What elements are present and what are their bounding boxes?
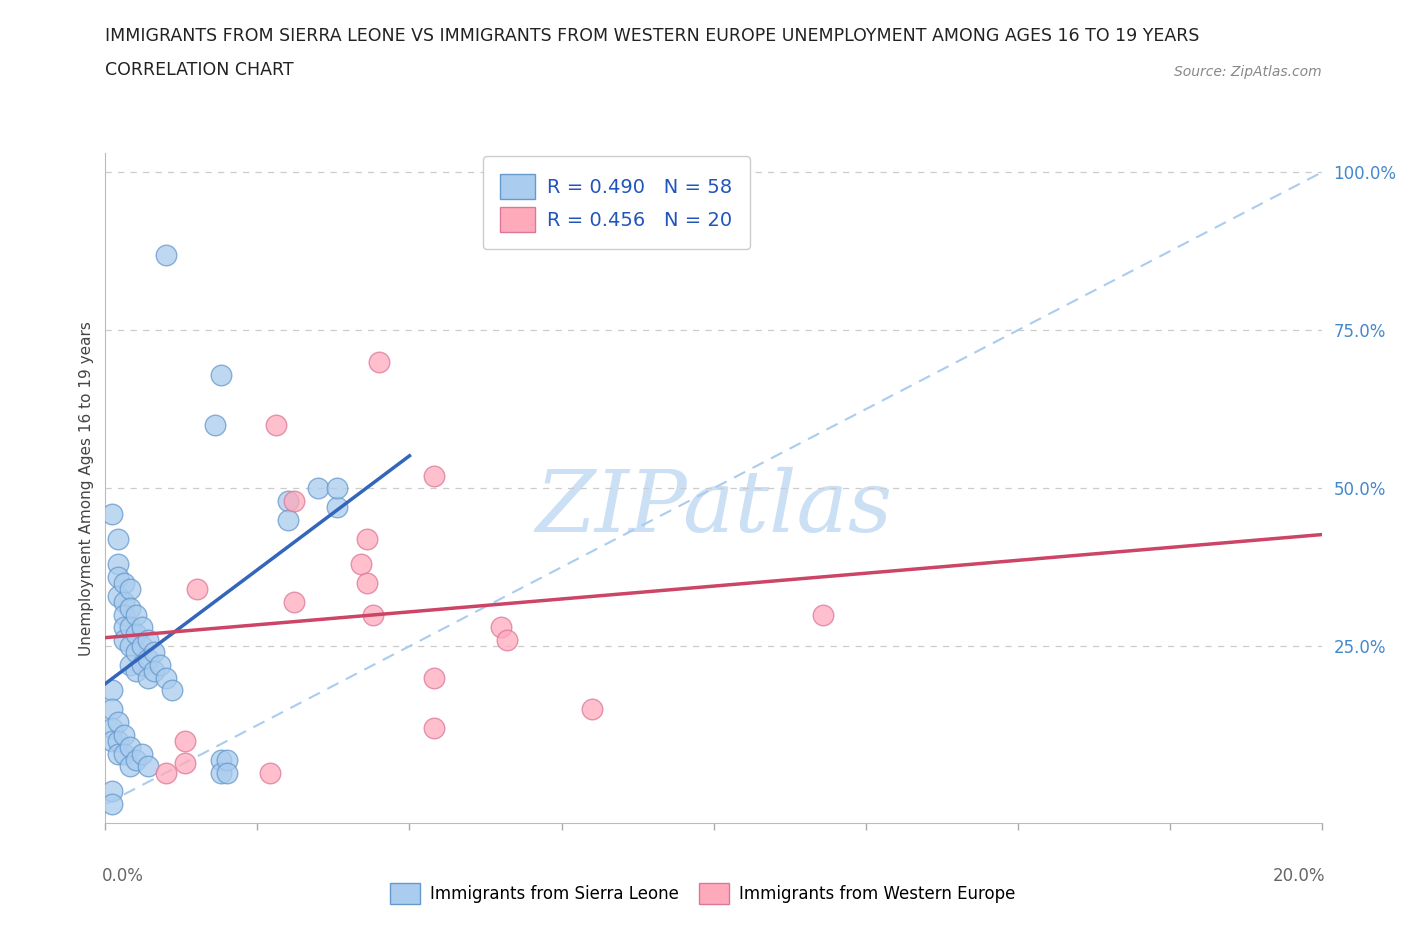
Point [581,702,603,717]
Point [361,607,384,622]
Point [136,759,159,774]
Point [112,607,135,622]
Point [423,721,446,736]
Point [125,664,148,679]
Point [186,582,208,597]
Point [173,734,195,749]
Point [107,746,129,761]
Point [112,746,135,761]
Text: 20.0%: 20.0% [1272,867,1326,884]
Point [112,594,135,609]
Point [112,632,135,647]
Legend: R = 0.490   N = 58, R = 0.456   N = 20: R = 0.490 N = 58, R = 0.456 N = 20 [482,156,749,249]
Point [118,582,141,597]
Point [143,645,166,660]
Point [264,418,287,432]
Point [423,671,446,685]
Point [283,594,305,609]
Point [112,619,135,634]
Point [112,727,135,742]
Point [107,569,129,584]
Point [107,734,129,749]
Point [131,639,153,654]
Point [100,702,122,717]
Point [100,721,122,736]
Point [131,658,153,672]
Point [173,755,195,770]
Point [100,506,122,521]
Point [325,499,347,514]
Point [118,759,141,774]
Point [277,494,299,509]
Point [356,576,378,591]
Point [283,494,305,509]
Point [811,607,834,622]
Point [125,645,148,660]
Point [259,765,281,780]
Point [209,765,232,780]
Point [118,739,141,754]
Point [107,531,129,546]
Point [136,632,159,647]
Point [125,752,148,767]
Point [209,367,232,382]
Point [100,683,122,698]
Point [136,671,159,685]
Point [162,683,184,698]
Point [143,664,166,679]
Point [107,588,129,603]
Legend: Immigrants from Sierra Leone, Immigrants from Western Europe: Immigrants from Sierra Leone, Immigrants… [382,874,1024,912]
Point [489,619,512,634]
Point [368,354,391,369]
Point [277,512,299,527]
Point [307,481,329,496]
Text: 0.0%: 0.0% [101,867,143,884]
Point [118,658,141,672]
Point [112,576,135,591]
Point [204,418,226,432]
Point [217,752,239,767]
Point [209,752,232,767]
Y-axis label: Unemployment Among Ages 16 to 19 years: Unemployment Among Ages 16 to 19 years [79,321,94,656]
Point [107,714,129,729]
Point [118,639,141,654]
Point [155,247,177,262]
Text: IMMIGRANTS FROM SIERRA LEONE VS IMMIGRANTS FROM WESTERN EUROPE UNEMPLOYMENT AMON: IMMIGRANTS FROM SIERRA LEONE VS IMMIGRAN… [105,27,1199,45]
Point [217,765,239,780]
Point [100,784,122,799]
Point [131,746,153,761]
Point [149,658,172,672]
Point [350,557,373,572]
Text: CORRELATION CHART: CORRELATION CHART [105,61,294,79]
Text: ZIPatlas: ZIPatlas [534,467,893,550]
Point [118,601,141,616]
Point [155,765,177,780]
Point [136,651,159,666]
Point [131,619,153,634]
Text: Source: ZipAtlas.com: Source: ZipAtlas.com [1174,65,1322,79]
Point [125,607,148,622]
Point [100,797,122,812]
Point [118,619,141,634]
Point [423,468,446,483]
Point [356,531,378,546]
Point [100,734,122,749]
Point [495,632,517,647]
Point [155,671,177,685]
Point [107,557,129,572]
Point [325,481,347,496]
Point [125,626,148,641]
